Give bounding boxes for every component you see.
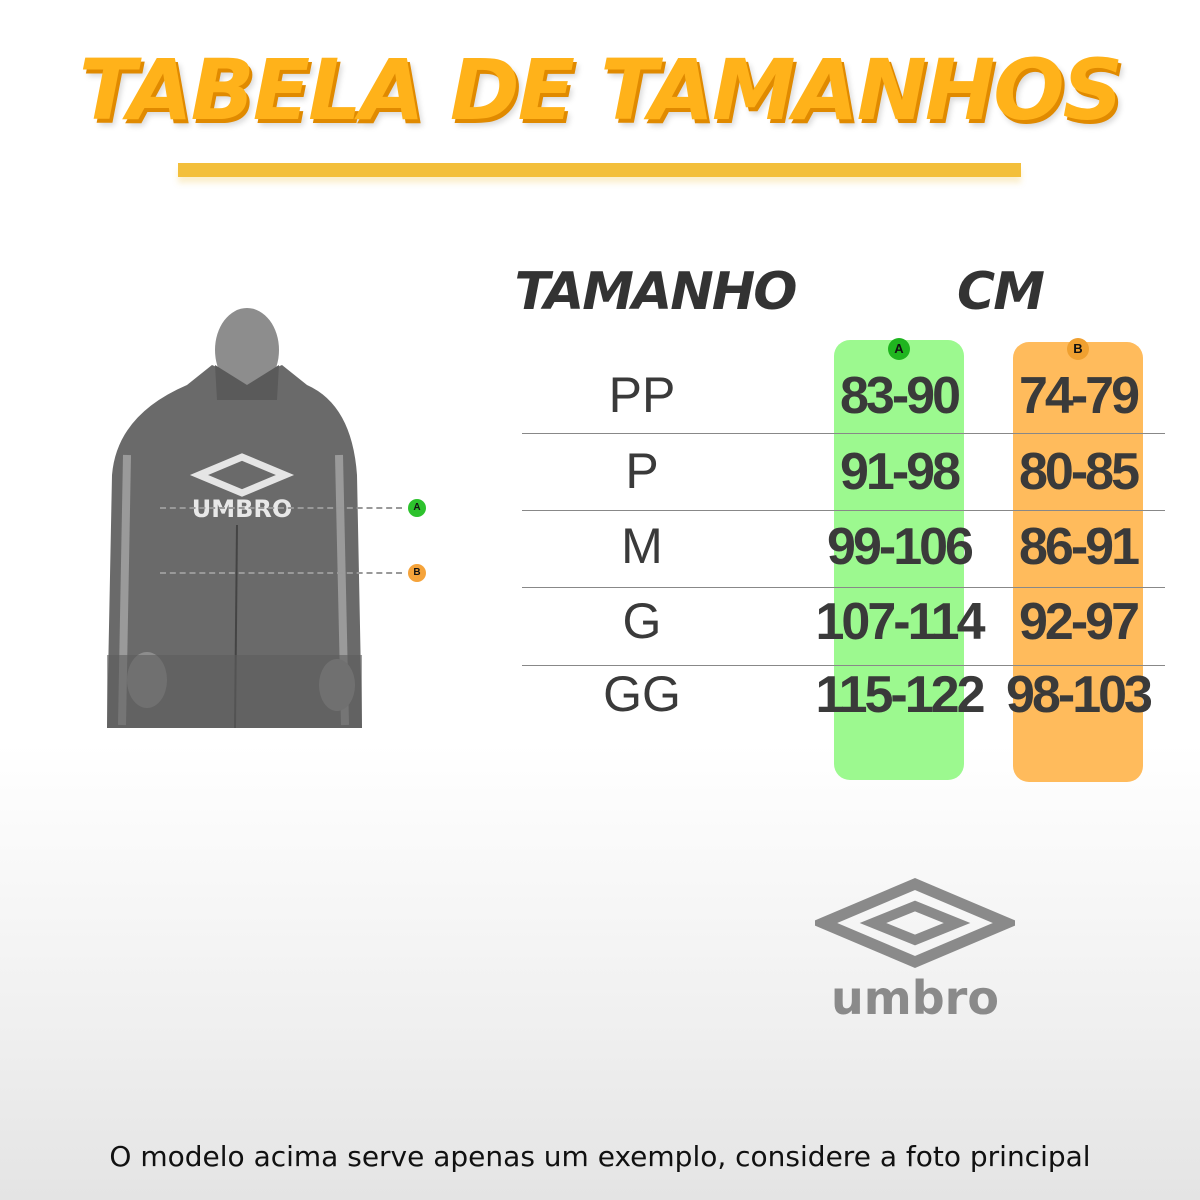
badge-b: B — [1067, 338, 1089, 360]
measure-line-a — [160, 507, 402, 509]
size-cell: PP — [608, 367, 676, 423]
umbro-diamond-icon — [808, 878, 1022, 968]
measure-b-cell: 98-103 — [1006, 666, 1153, 724]
row-divider — [522, 510, 1165, 511]
brand-name: umbro — [831, 971, 999, 1025]
jacket-logo-text: UMBRO — [192, 495, 293, 523]
measure-line-b — [160, 572, 402, 574]
row-divider — [522, 433, 1165, 434]
measure-a-cell: 91-98 — [840, 443, 961, 501]
model-figure: UMBRO — [107, 305, 430, 729]
header-cm: CM — [957, 262, 1045, 322]
measure-a-cell: 107-114 — [815, 593, 986, 651]
column-b-highlight — [1013, 342, 1143, 782]
title-underline — [178, 163, 1021, 177]
badge-a: A — [888, 338, 910, 360]
size-cell: GG — [603, 666, 681, 722]
column-a-highlight — [834, 340, 964, 780]
umbro-logo: umbro — [808, 878, 1022, 1028]
header-size: TAMANHO — [514, 262, 798, 322]
size-cell: G — [622, 593, 662, 649]
measure-a-cell: 115-122 — [815, 666, 986, 724]
row-divider — [522, 587, 1165, 588]
measure-a-cell: 99-106 — [827, 518, 974, 576]
size-cell: M — [621, 518, 663, 574]
size-cell: P — [625, 443, 659, 499]
measure-a-cell: 83-90 — [840, 367, 961, 425]
measure-b-cell: 86-91 — [1019, 518, 1140, 576]
marker-a: A — [408, 499, 426, 517]
footer-note: O modelo acima serve apenas um exemplo, … — [109, 1140, 1091, 1173]
marker-b: B — [408, 564, 426, 582]
measure-b-cell: 92-97 — [1019, 593, 1140, 651]
row-divider — [522, 665, 1165, 666]
measure-b-cell: 80-85 — [1019, 443, 1140, 501]
page-title: TABELA DE TAMANHOS — [78, 41, 1123, 139]
model-photo-icon: UMBRO — [107, 308, 362, 729]
measure-b-cell: 74-79 — [1019, 367, 1140, 425]
